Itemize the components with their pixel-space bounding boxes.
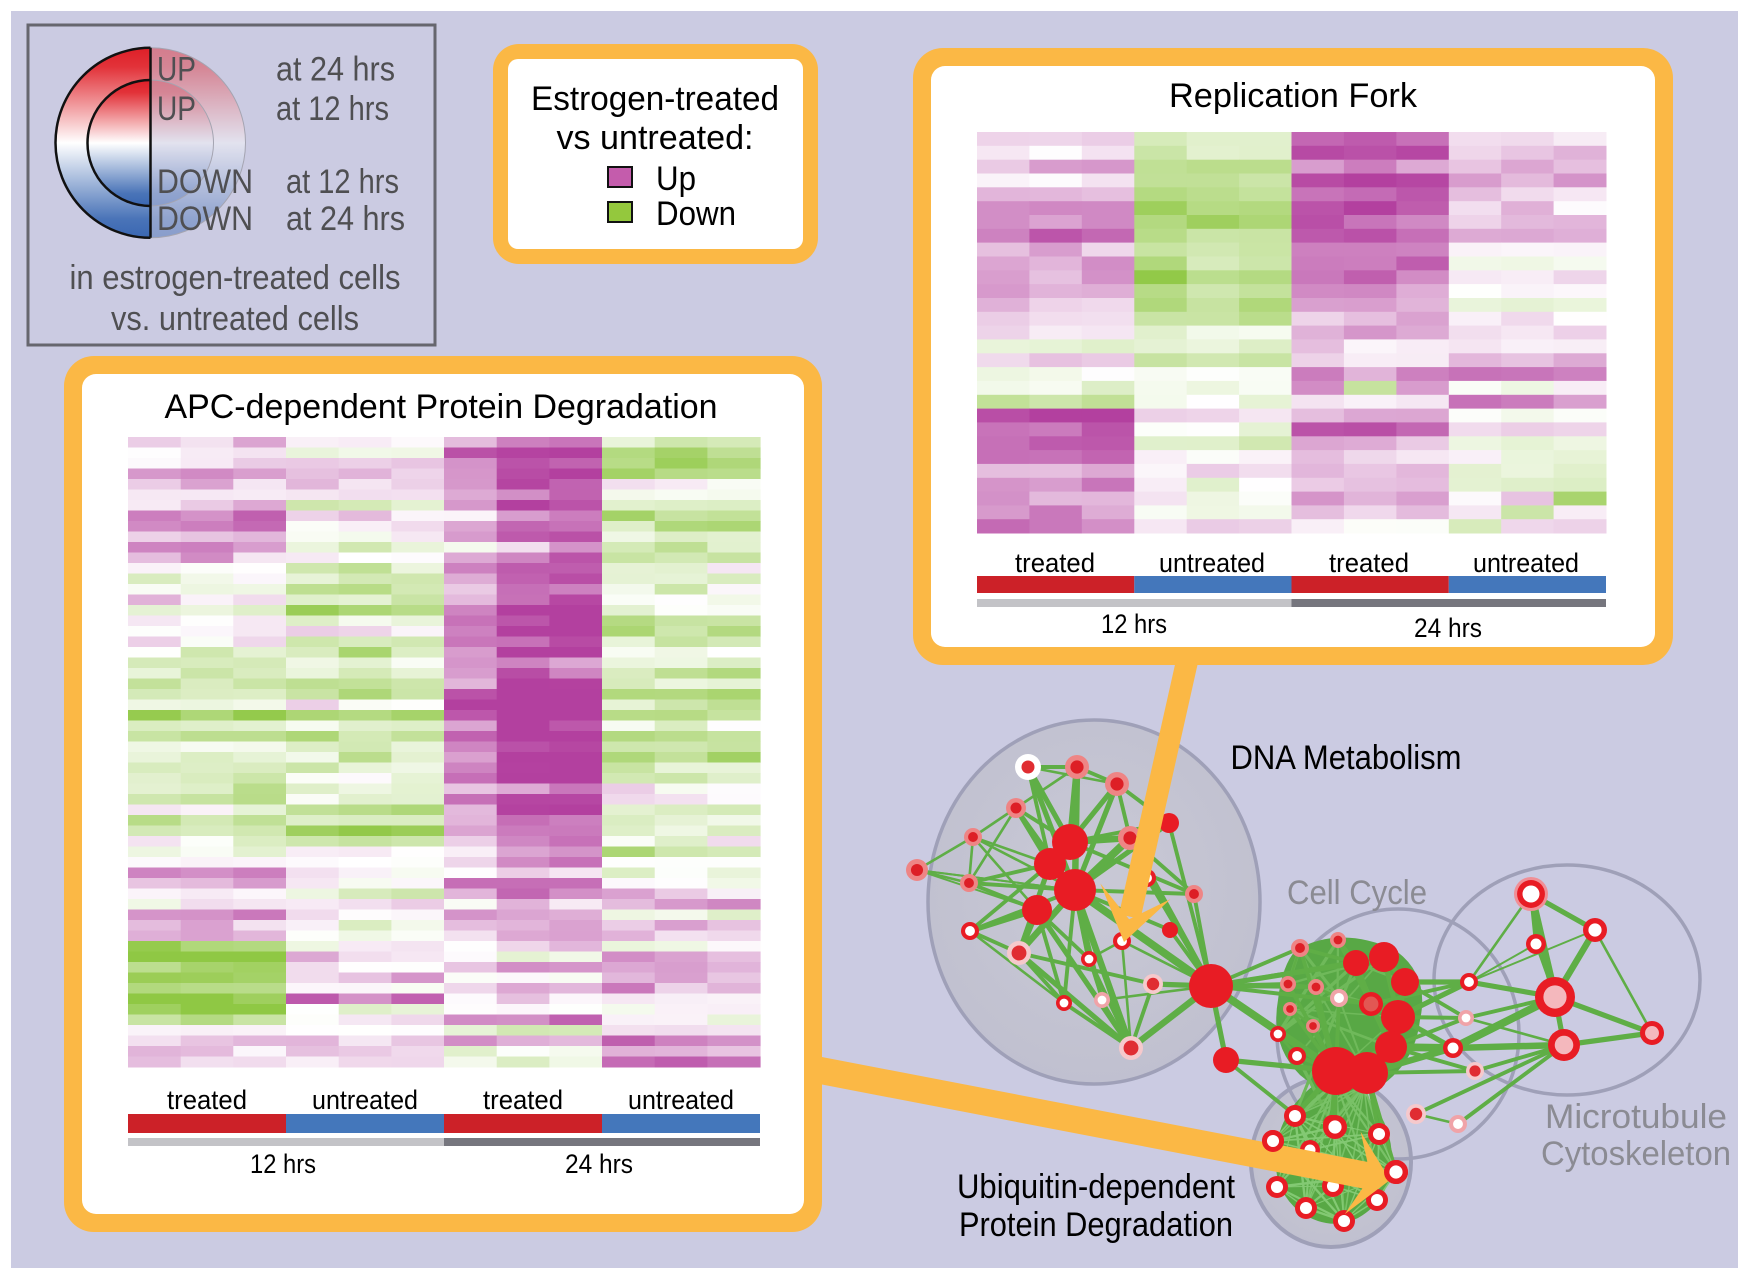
- svg-text:untreated: untreated: [312, 1085, 418, 1115]
- svg-text:treated: treated: [1015, 548, 1095, 578]
- svg-text:12 hrs: 12 hrs: [250, 1149, 316, 1179]
- svg-text:treated: treated: [1329, 548, 1409, 578]
- svg-text:treated: treated: [483, 1085, 563, 1115]
- svg-text:at 24 hrs: at 24 hrs: [276, 51, 395, 89]
- svg-text:vs untreated:: vs untreated:: [557, 119, 754, 157]
- svg-text:Replication Fork: Replication Fork: [1169, 77, 1418, 115]
- svg-text:treated: treated: [167, 1085, 247, 1115]
- svg-text:Cytoskeleton: Cytoskeleton: [1541, 1135, 1731, 1173]
- svg-text:at 24 hrs: at 24 hrs: [286, 200, 405, 238]
- svg-text:vs. untreated cells: vs. untreated cells: [111, 300, 359, 338]
- svg-text:Estrogen-treated: Estrogen-treated: [531, 80, 779, 118]
- svg-text:24 hrs: 24 hrs: [1414, 613, 1482, 643]
- svg-text:12 hrs: 12 hrs: [1101, 609, 1167, 639]
- svg-text:DOWN: DOWN: [157, 200, 253, 238]
- svg-text:UP: UP: [157, 90, 196, 128]
- svg-text:in estrogen-treated cells: in estrogen-treated cells: [70, 259, 401, 297]
- svg-text:at 12 hrs: at 12 hrs: [276, 90, 389, 128]
- svg-text:UP: UP: [157, 51, 196, 89]
- svg-text:DOWN: DOWN: [157, 163, 253, 201]
- svg-text:Microtubule: Microtubule: [1545, 1098, 1727, 1136]
- svg-text:untreated: untreated: [1473, 548, 1579, 578]
- svg-text:untreated: untreated: [1159, 548, 1265, 578]
- svg-text:Up: Up: [656, 160, 696, 198]
- svg-text:Ubiquitin-dependent: Ubiquitin-dependent: [957, 1168, 1236, 1206]
- svg-text:APC-dependent Protein Degradat: APC-dependent Protein Degradation: [165, 388, 718, 426]
- svg-text:untreated: untreated: [628, 1085, 734, 1115]
- svg-text:Cell Cycle: Cell Cycle: [1287, 874, 1427, 912]
- svg-text:at 12 hrs: at 12 hrs: [286, 163, 399, 201]
- svg-text:DNA Metabolism: DNA Metabolism: [1231, 739, 1462, 777]
- svg-text:Down: Down: [656, 195, 736, 233]
- svg-text:24 hrs: 24 hrs: [565, 1149, 633, 1179]
- svg-text:Protein Degradation: Protein Degradation: [959, 1206, 1233, 1244]
